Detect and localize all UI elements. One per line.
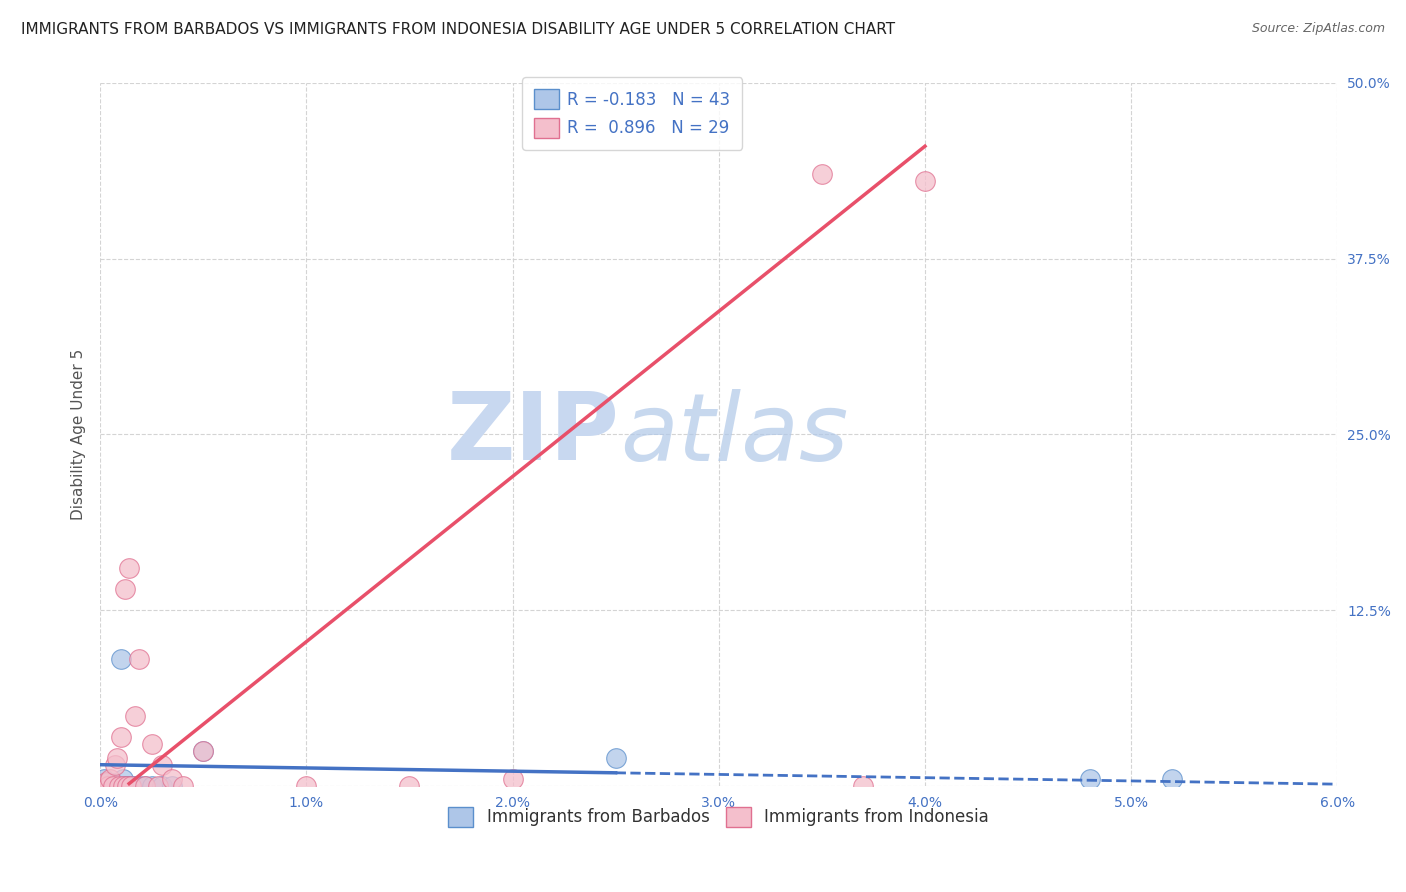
- Point: [110, 730, 132, 744]
- Point: [101, 779, 124, 793]
- Point: [150, 779, 173, 793]
- Point: [162, 779, 184, 793]
- Point: [103, 777, 125, 791]
- Point: [914, 174, 936, 188]
- Point: [103, 779, 125, 793]
- Point: [111, 772, 134, 786]
- Point: [93, 779, 115, 793]
- Point: [107, 779, 129, 793]
- Point: [93, 772, 115, 786]
- Point: [128, 652, 150, 666]
- Point: [105, 779, 128, 793]
- Point: [162, 772, 184, 786]
- Point: [172, 779, 194, 793]
- Point: [852, 779, 875, 793]
- Point: [110, 779, 132, 793]
- Point: [115, 779, 138, 793]
- Point: [110, 652, 132, 666]
- Point: [101, 776, 124, 790]
- Point: [96, 774, 118, 789]
- Point: [295, 779, 318, 793]
- Point: [97, 774, 120, 789]
- Point: [103, 757, 125, 772]
- Point: [134, 779, 156, 793]
- Point: [605, 750, 627, 764]
- Point: [811, 167, 834, 181]
- Point: [150, 757, 173, 772]
- Point: [124, 708, 146, 723]
- Point: [105, 779, 128, 793]
- Point: [100, 779, 122, 793]
- Point: [97, 779, 120, 793]
- Point: [93, 779, 115, 793]
- Point: [141, 779, 163, 793]
- Point: [100, 772, 122, 786]
- Point: [100, 779, 122, 793]
- Point: [134, 779, 156, 793]
- Point: [110, 779, 132, 793]
- Text: IMMIGRANTS FROM BARBADOS VS IMMIGRANTS FROM INDONESIA DISABILITY AGE UNDER 5 COR: IMMIGRANTS FROM BARBADOS VS IMMIGRANTS F…: [21, 22, 896, 37]
- Point: [91, 779, 114, 793]
- Point: [91, 779, 114, 793]
- Point: [120, 779, 142, 793]
- Point: [118, 561, 141, 575]
- Legend: Immigrants from Barbados, Immigrants from Indonesia: Immigrants from Barbados, Immigrants fro…: [441, 800, 995, 834]
- Point: [398, 779, 420, 793]
- Point: [96, 779, 118, 793]
- Point: [107, 779, 129, 793]
- Text: Source: ZipAtlas.com: Source: ZipAtlas.com: [1251, 22, 1385, 36]
- Point: [93, 779, 115, 793]
- Point: [193, 744, 215, 758]
- Point: [101, 779, 124, 793]
- Point: [96, 776, 118, 790]
- Point: [124, 779, 146, 793]
- Point: [100, 779, 122, 793]
- Point: [120, 779, 142, 793]
- Point: [1078, 772, 1101, 786]
- Point: [502, 772, 524, 786]
- Text: ZIP: ZIP: [447, 388, 620, 481]
- Point: [141, 737, 163, 751]
- Point: [96, 779, 118, 793]
- Y-axis label: Disability Age Under 5: Disability Age Under 5: [72, 349, 86, 520]
- Point: [128, 779, 150, 793]
- Text: atlas: atlas: [620, 389, 848, 480]
- Point: [107, 779, 129, 793]
- Point: [101, 779, 124, 793]
- Point: [111, 779, 134, 793]
- Point: [118, 779, 141, 793]
- Point: [115, 779, 138, 793]
- Point: [146, 779, 169, 793]
- Point: [105, 750, 128, 764]
- Point: [97, 779, 120, 793]
- Point: [193, 744, 215, 758]
- Point: [103, 779, 125, 793]
- Point: [1161, 772, 1184, 786]
- Point: [97, 779, 120, 793]
- Point: [105, 779, 128, 793]
- Point: [114, 582, 136, 596]
- Point: [114, 779, 136, 793]
